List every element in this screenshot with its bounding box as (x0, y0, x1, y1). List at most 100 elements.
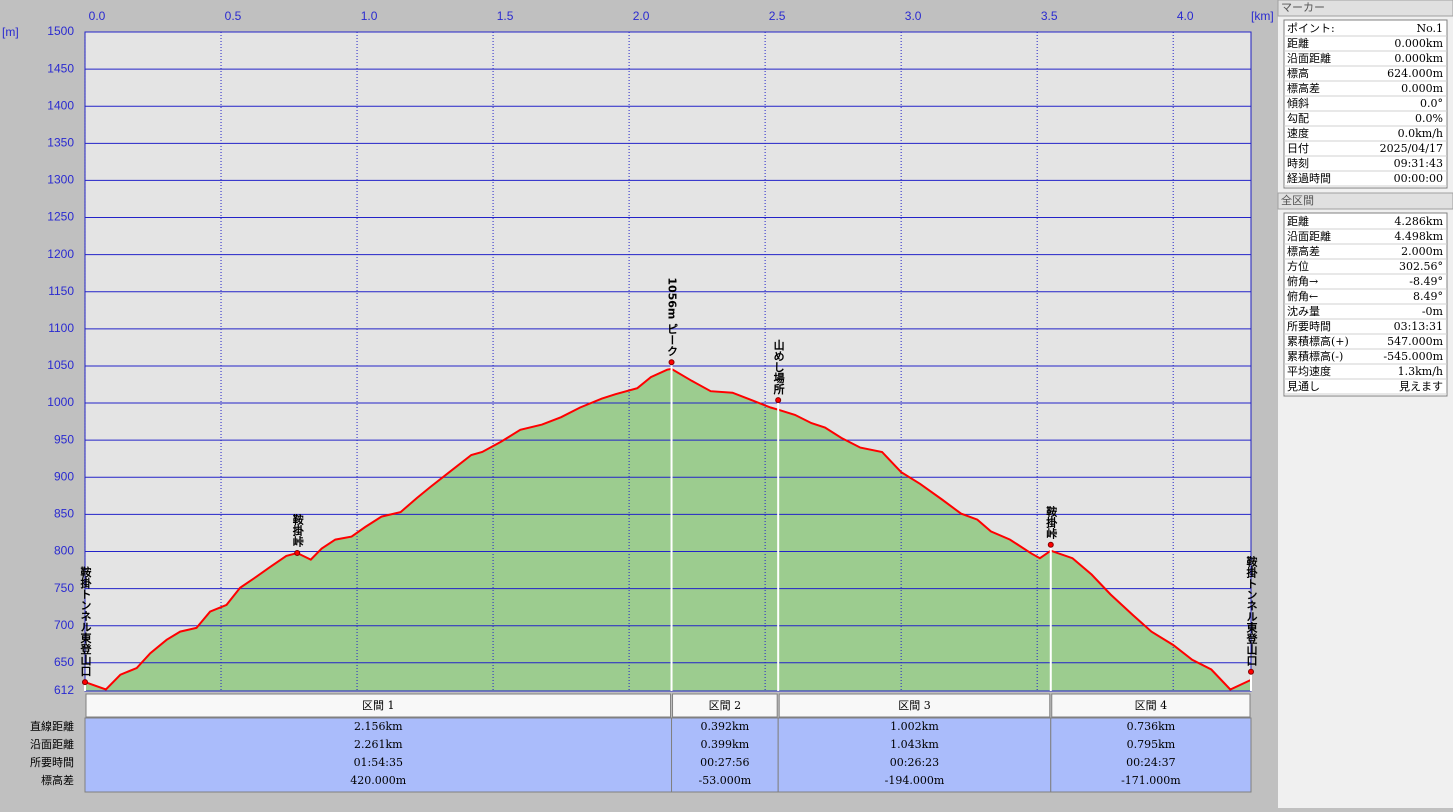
panel-key: 標高 (1287, 66, 1309, 80)
y-tick-label: 1500 (47, 24, 74, 38)
x-tick-label: 3.5 (1041, 9, 1058, 23)
y-tick-label: 700 (54, 618, 74, 632)
section-body (671, 717, 779, 793)
panel-key: 所要時間 (1287, 320, 1331, 333)
section-cell: 1.043km (890, 738, 939, 751)
panel-value: 00:00:00 (1394, 172, 1443, 185)
y-tick-label: 1200 (47, 247, 74, 261)
panel-value: 0.0° (1420, 97, 1443, 110)
waypoint-label: 山めし場所 (772, 338, 785, 395)
y-tick-label: 612 (54, 683, 74, 697)
waypoint-label: 1056m ピーク (666, 277, 679, 356)
panel-key: 沿面距離 (1287, 51, 1331, 65)
y-tick-label: 1350 (47, 135, 74, 149)
section-name: 区間 1 (362, 699, 395, 712)
waypoint-label: 鞍掛峠 (1045, 504, 1058, 539)
row-label: 直線距離 (30, 719, 74, 733)
y-tick-label: 750 (54, 581, 74, 595)
panel-key: 日付 (1287, 142, 1309, 155)
x-tick-label: 3.0 (905, 9, 922, 23)
panel-key: 累積標高(-) (1287, 349, 1343, 363)
area-fill (85, 368, 1251, 691)
panel-header (1277, 0, 1453, 17)
panel-key: 標高差 (1287, 244, 1320, 258)
y-tick-label: 1050 (47, 358, 74, 372)
section-cell: 1.002km (890, 720, 939, 733)
panel-value: -545.000m (1383, 350, 1443, 363)
y-tick-label: 850 (54, 507, 74, 521)
panel-key: 時刻 (1287, 156, 1309, 170)
section-header (85, 693, 672, 718)
panel-value: 624.000m (1387, 67, 1443, 80)
panel-key: ポイント: (1287, 22, 1335, 35)
x-tick-label: 2.0 (633, 9, 650, 23)
waypoint-marker (294, 549, 301, 556)
y-tick-label: 1000 (47, 395, 74, 409)
section-name: 区間 4 (1135, 699, 1168, 712)
x-tick-label: 2.5 (769, 9, 786, 23)
section-header (778, 693, 1051, 718)
y-tick-label: 650 (54, 655, 74, 669)
panel-title: 全区間 (1281, 193, 1314, 207)
panel-value: 302.56° (1399, 260, 1443, 273)
section-body (84, 717, 673, 793)
panel-key: 距離 (1287, 214, 1309, 228)
panel-value: 2025/04/17 (1380, 142, 1443, 155)
waypoint-label: 鞍掛峠 (291, 513, 304, 548)
section-body (777, 717, 1052, 793)
panel-value: 2.000m (1401, 245, 1443, 258)
panel-key: 平均速度 (1287, 364, 1331, 378)
x-tick-label: 4.0 (1177, 9, 1194, 23)
panel-key: 俯角← (1287, 289, 1318, 303)
panel-key: 標高差 (1287, 81, 1320, 95)
y-tick-label: 900 (54, 469, 74, 483)
section-cell: 01:54:35 (354, 756, 403, 769)
section-header (1051, 693, 1251, 718)
section-cell: 00:26:23 (890, 756, 939, 769)
waypoint-label: 鞍掛トンネル東登山口 (1245, 554, 1259, 666)
x-unit: [km] (1251, 9, 1274, 23)
panel-value: 0.0km/h (1398, 127, 1443, 140)
section-cell: 0.795km (1127, 738, 1176, 751)
section-cell: 2.261km (354, 738, 403, 751)
waypoint-marker (82, 679, 88, 686)
section-cell: 00:27:56 (700, 756, 749, 769)
section-cell: 2.156km (354, 720, 403, 733)
panel-value: 0.000m (1401, 82, 1443, 95)
y-tick-label: 1400 (47, 98, 74, 112)
panel-value: 4.286km (1394, 215, 1443, 228)
y-tick-label: 950 (54, 432, 74, 446)
panel-value: 03:13:31 (1394, 320, 1443, 333)
panel-value: 547.000m (1387, 335, 1443, 348)
panel-box (1283, 19, 1448, 189)
panel-value: 0.0% (1415, 112, 1443, 125)
x-tick-label: 0.5 (225, 9, 242, 23)
panel-key: 沿面距離 (1287, 229, 1331, 243)
panel-value: 見えます (1399, 380, 1443, 393)
y-tick-label: 800 (54, 544, 74, 558)
y-tick-label: 1100 (48, 321, 74, 335)
section-cell: 0.392km (701, 720, 750, 733)
section-body (1050, 717, 1252, 793)
waypoint-marker (668, 359, 675, 366)
panel-key: 方位 (1287, 259, 1309, 273)
section-cell: 0.736km (1127, 720, 1176, 733)
panel-key: 速度 (1287, 126, 1309, 140)
panel-value: 09:31:43 (1394, 157, 1443, 170)
panel-value: 0.000km (1394, 52, 1443, 65)
panel-header (1277, 192, 1453, 210)
waypoint-label: 鞍掛トンネル東登山口 (79, 565, 93, 677)
section-cell: -53.000m (699, 774, 752, 787)
x-tick-label: 1.5 (497, 9, 514, 23)
section-cell: -171.000m (1121, 774, 1181, 787)
panel-value: -0m (1422, 305, 1444, 318)
panel-key: 傾斜 (1287, 96, 1309, 110)
y-tick-label: 1250 (47, 210, 74, 224)
panel-key: 俯角→ (1287, 274, 1318, 288)
panel-value: 0.000km (1394, 37, 1443, 50)
section-cell: 00:24:37 (1126, 756, 1175, 769)
x-tick-label: 0.0 (89, 9, 106, 23)
panel-key: 沈み量 (1287, 304, 1320, 318)
section-header (672, 693, 778, 718)
